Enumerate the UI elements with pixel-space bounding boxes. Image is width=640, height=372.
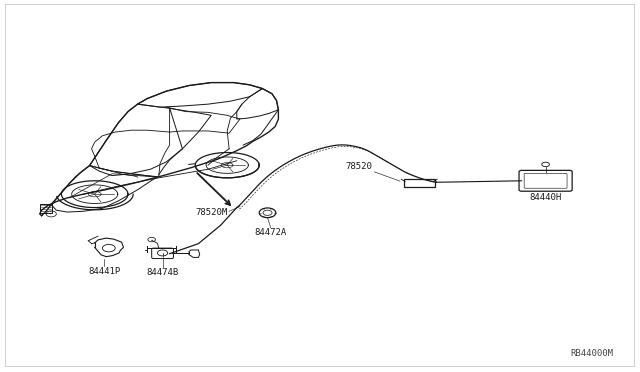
Text: 84474B: 84474B <box>147 268 179 277</box>
Text: 84441P: 84441P <box>88 267 120 276</box>
Text: 78520: 78520 <box>346 162 372 171</box>
Text: RB44000M: RB44000M <box>570 349 613 358</box>
Text: 84472A: 84472A <box>255 228 287 237</box>
Text: 84440H: 84440H <box>529 193 562 202</box>
Text: 78520M: 78520M <box>195 208 227 217</box>
